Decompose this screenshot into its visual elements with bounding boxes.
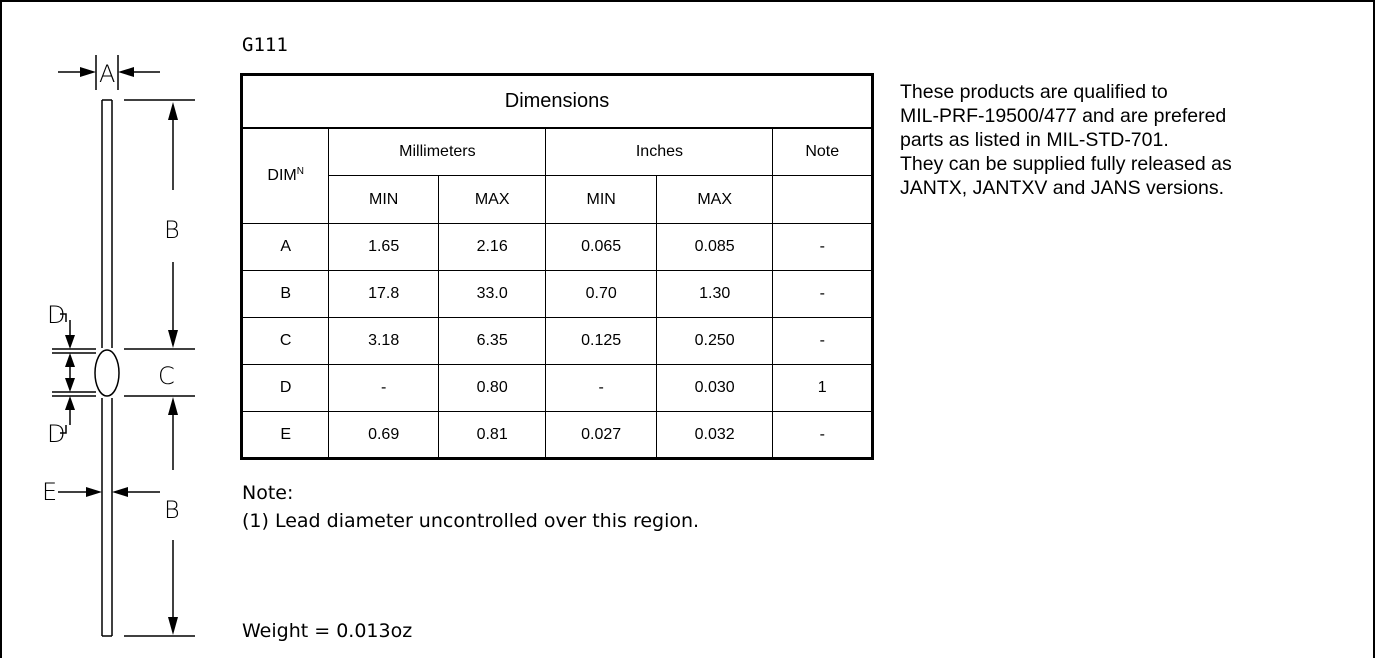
table-row: A 1.65 2.16 0.065 0.085 - xyxy=(240,223,873,271)
row-mm-max: 33.0 xyxy=(437,270,547,318)
dim-header: DIMN xyxy=(240,127,330,224)
description-line: MIL-PRF-19500/477 and are prefered xyxy=(900,105,1227,127)
mm-max-header: MAX xyxy=(437,175,547,224)
qualification-description: These products are qualified to MIL-PRF-… xyxy=(900,80,1360,200)
description-line: JANTX, JANTXV and JANS versions. xyxy=(900,177,1225,199)
description-line: These products are qualified to xyxy=(900,81,1168,103)
label-d-top: D xyxy=(47,301,65,329)
row-in-min: 0.125 xyxy=(545,317,657,365)
description-line: They can be supplied fully released as xyxy=(900,153,1232,175)
table-title: Dimensions xyxy=(241,74,873,129)
row-in-max: 0.030 xyxy=(655,364,774,412)
note-title: Note: xyxy=(242,482,294,504)
note-1: (1) Lead diameter uncontrolled over this… xyxy=(242,510,700,532)
in-max-header: MAX xyxy=(655,175,774,224)
row-mm-max: 2.16 xyxy=(437,223,547,271)
table-row: E 0.69 0.81 0.027 0.032 - xyxy=(240,411,873,459)
row-dim: A xyxy=(240,223,330,271)
row-note: - xyxy=(772,317,873,365)
in-min-header: MIN xyxy=(545,175,657,224)
table-row: C 3.18 6.35 0.125 0.250 - xyxy=(240,317,873,365)
row-mm-min: 3.18 xyxy=(328,317,439,365)
row-mm-min: 17.8 xyxy=(328,270,439,318)
weight-text: Weight = 0.013oz xyxy=(242,620,413,642)
millimeters-header: Millimeters xyxy=(328,127,547,176)
description-line: parts as listed in MIL-STD-701. xyxy=(900,129,1169,151)
note-blank xyxy=(772,175,873,224)
row-mm-min: - xyxy=(328,364,439,412)
row-mm-max: 0.81 xyxy=(437,411,547,459)
row-in-min: 0.70 xyxy=(545,270,657,318)
row-note: 1 xyxy=(772,364,873,412)
row-dim: B xyxy=(240,270,330,318)
row-in-max: 0.085 xyxy=(655,223,774,271)
table-row: D - 0.80 - 0.030 1 xyxy=(240,364,873,412)
row-in-min: - xyxy=(545,364,657,412)
row-note: - xyxy=(772,223,873,271)
row-mm-max: 6.35 xyxy=(437,317,547,365)
label-a: A xyxy=(99,60,115,88)
row-note: - xyxy=(772,270,873,318)
notes-block: Note: (1) Lead diameter uncontrolled ove… xyxy=(242,479,699,535)
row-in-max: 0.250 xyxy=(655,317,774,365)
note-header: Note xyxy=(772,127,873,176)
row-dim: C xyxy=(240,317,330,365)
inches-header: Inches xyxy=(545,127,774,176)
dimensions-table: Dimensions DIMN Millimeters Inches Note … xyxy=(240,73,874,460)
label-e: E xyxy=(42,478,57,506)
row-dim: D xyxy=(240,364,330,412)
row-in-max: 0.032 xyxy=(655,411,774,459)
row-mm-min: 0.69 xyxy=(328,411,439,459)
label-c: C xyxy=(158,362,175,390)
label-d-bottom: D xyxy=(47,420,65,448)
table-row: B 17.8 33.0 0.70 1.30 - xyxy=(240,270,873,318)
row-mm-min: 1.65 xyxy=(328,223,439,271)
row-in-min: 0.027 xyxy=(545,411,657,459)
package-outline-drawing: A B C D D E B xyxy=(42,55,195,637)
label-b-top: B xyxy=(164,216,180,244)
row-dim: E xyxy=(240,411,330,459)
label-b-bottom: B xyxy=(164,496,180,524)
package-code: G111 xyxy=(242,34,288,56)
row-in-max: 1.30 xyxy=(655,270,774,318)
mm-min-header: MIN xyxy=(328,175,439,224)
row-in-min: 0.065 xyxy=(545,223,657,271)
row-mm-max: 0.80 xyxy=(437,364,547,412)
row-note: - xyxy=(772,411,873,459)
